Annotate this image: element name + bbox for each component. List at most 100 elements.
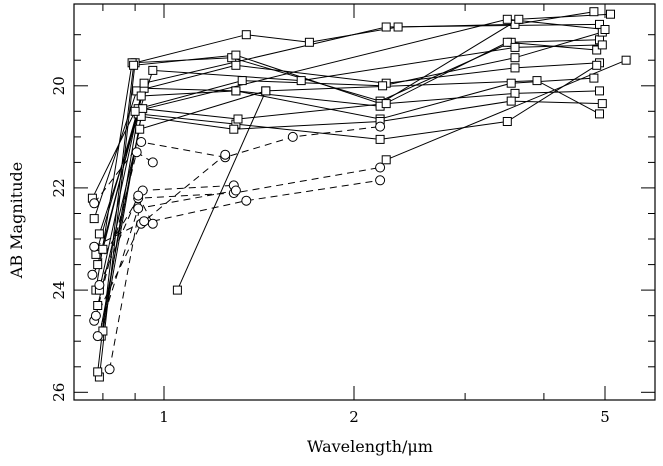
point-circle-s23-3 <box>147 218 158 229</box>
point-square-s6-6 <box>592 45 602 55</box>
point-circle-s21-2 <box>133 203 144 214</box>
y-tick-label-22: 22 <box>50 178 68 197</box>
point-circle-s22-1 <box>90 310 101 321</box>
point-square-s9-5 <box>510 88 520 98</box>
point-square-s11-2 <box>135 124 145 134</box>
point-circle-s17-2 <box>136 137 147 147</box>
point-square-s6-1 <box>93 260 103 270</box>
axes-layer: 1 2 5 20 22 24 26 <box>50 3 656 426</box>
point-square-s12-4 <box>510 42 520 52</box>
point-square-s11-5 <box>595 109 604 119</box>
point-square-s13-3 <box>381 22 391 32</box>
point-square-s16-1 <box>381 155 391 165</box>
point-square-s14-3 <box>502 14 512 24</box>
point-square-s9-4 <box>381 99 391 109</box>
point-circle-s21-3 <box>230 185 241 196</box>
series-line-4 <box>93 62 600 219</box>
point-square-s4-3 <box>231 60 241 70</box>
point-square-s12-1 <box>94 229 104 239</box>
point-square-s11-4 <box>532 76 542 86</box>
point-square-s3-3 <box>231 50 241 60</box>
point-circle-s17-1 <box>89 198 100 209</box>
point-square-s5-3 <box>237 76 247 86</box>
point-square-s1-5 <box>393 22 403 32</box>
marks-layer <box>87 7 631 382</box>
point-square-s7-5 <box>506 78 516 88</box>
point-circle-s24-3 <box>220 149 231 160</box>
series-line-9 <box>98 90 600 337</box>
point-circle-s23-2 <box>133 190 144 201</box>
point-square-s5-4 <box>378 81 388 91</box>
point-square-s7-6 <box>589 73 599 83</box>
point-square-s10-3 <box>229 124 239 134</box>
point-square-s8-5 <box>502 117 512 126</box>
y-tick-label-24: 24 <box>50 281 68 300</box>
x-tick-label-1: 1 <box>159 408 169 426</box>
point-square-s9-2 <box>138 104 148 114</box>
point-square-s1-4 <box>304 37 314 47</box>
point-square-s15-2 <box>261 86 271 96</box>
x-tick-label-2: 2 <box>349 408 359 426</box>
series-line-8 <box>100 64 597 337</box>
series-line-24 <box>93 154 226 248</box>
point-square-s10-5 <box>506 96 516 106</box>
series-line-11 <box>97 80 600 306</box>
series-line-18 <box>91 167 381 276</box>
point-square-s3-1 <box>93 367 103 377</box>
point-circle-s18-4 <box>375 162 386 173</box>
point-circle-s23-1 <box>94 280 105 290</box>
series-line-1 <box>98 11 594 378</box>
x-tick-label-5: 5 <box>600 408 610 426</box>
point-square-s9-6 <box>595 86 604 96</box>
point-circle-s18-1 <box>87 269 98 280</box>
y-axis-label: AB Magnitude <box>7 162 26 279</box>
point-square-s10-2 <box>136 111 146 121</box>
point-square-s6-5 <box>502 37 512 47</box>
point-circle-s17-4 <box>287 131 298 142</box>
point-square-s13-4 <box>595 19 604 29</box>
series-line-14 <box>91 18 606 199</box>
series-line-12 <box>98 44 603 235</box>
point-square-s10-6 <box>597 99 607 109</box>
point-square-s5-5 <box>510 53 520 63</box>
y-tick-label-26: 26 <box>50 383 68 402</box>
series-line-6 <box>97 41 597 265</box>
point-square-s9-3 <box>233 114 243 124</box>
series-line-3 <box>97 13 611 372</box>
point-circle-s21-1 <box>92 331 103 342</box>
point-square-s3-5 <box>514 14 524 24</box>
series-line-15 <box>176 90 267 291</box>
y-tick-label-20: 20 <box>50 76 68 95</box>
plot-frame <box>73 3 656 401</box>
point-square-s13-2 <box>139 78 149 88</box>
point-square-s8-4 <box>375 134 385 144</box>
point-square-s15-1 <box>172 285 182 295</box>
point-square-s12-3 <box>296 76 306 86</box>
point-square-s10-1 <box>98 326 108 336</box>
point-square-s3-6 <box>606 9 615 19</box>
series-line-7 <box>98 77 594 291</box>
point-square-s14-2 <box>130 106 140 116</box>
point-square-s4-1 <box>89 214 99 224</box>
point-square-s7-2 <box>136 91 146 101</box>
series-line-16 <box>386 59 627 161</box>
point-circle-s22-3 <box>147 157 158 168</box>
point-circle-s19-3 <box>241 195 252 206</box>
point-circle-s20-1 <box>104 364 115 375</box>
point-square-s11-1 <box>93 301 103 310</box>
point-square-s12-2 <box>148 65 158 75</box>
point-circle-s24-1 <box>89 241 100 252</box>
point-square-s3-2 <box>129 60 139 70</box>
series-line-20 <box>109 184 234 370</box>
series-line-13 <box>102 23 600 250</box>
point-square-s16-2 <box>621 55 631 65</box>
point-circle-s24-2 <box>139 216 150 227</box>
point-square-s14-4 <box>600 25 610 34</box>
point-square-s8-6 <box>592 60 602 70</box>
point-square-s7-3 <box>231 86 241 96</box>
point-square-s4-5 <box>510 63 520 73</box>
point-circle-s19-4 <box>375 175 386 186</box>
point-square-s12-5 <box>597 40 607 50</box>
